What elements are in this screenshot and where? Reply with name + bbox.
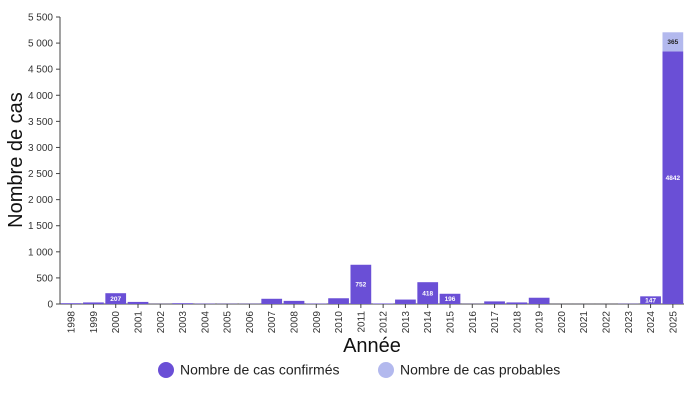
- bar-confirmed-2013[interactable]: [395, 300, 416, 304]
- legend: Nombre de cas confirmés Nombre de cas pro…: [158, 362, 560, 379]
- x-tick-label: 2020: [557, 311, 568, 334]
- bar-data-label: 196: [445, 296, 456, 303]
- legend-label-confirmed[interactable]: Nombre de cas confirmés: [180, 362, 340, 378]
- legend-label-probable[interactable]: Nombre de cas probables: [400, 362, 560, 378]
- bar-confirmed-2010[interactable]: [328, 298, 349, 304]
- y-axis-title: Nombre de cas: [5, 92, 27, 228]
- bar-data-labels: 207 752 418 196 147 4842 365: [110, 39, 680, 304]
- x-tick-label: 2012: [379, 311, 390, 334]
- y-tick-label: 2 000: [28, 195, 53, 206]
- x-tick-label: 2019: [535, 311, 546, 334]
- x-tick-label: 2022: [602, 311, 613, 334]
- bar-confirmed-2008[interactable]: [284, 301, 305, 304]
- x-axis: 1998 1999 2000 2001 2002 2003 2004 2005 2006 2007…: [60, 304, 684, 333]
- x-tick-label: 2001: [134, 311, 145, 334]
- legend-swatch-probable[interactable]: [378, 362, 394, 378]
- y-tick-label: 3 000: [28, 143, 53, 154]
- bar-data-label: 207: [110, 296, 121, 303]
- y-tick-label: 1 000: [28, 247, 53, 258]
- bar-confirmed-2017[interactable]: [484, 301, 505, 304]
- bar-data-label: 418: [422, 290, 433, 297]
- x-tick-label: 2017: [490, 311, 501, 334]
- x-tick-label: 1998: [67, 311, 78, 334]
- x-tick-label: 2003: [178, 311, 189, 334]
- x-tick-label: 2023: [624, 311, 635, 334]
- x-tick-label: 2015: [446, 311, 457, 334]
- y-tick-label: 5 500: [28, 13, 53, 24]
- x-tick-label: 1999: [89, 311, 100, 334]
- x-tick-label: 2000: [111, 311, 122, 334]
- bar-confirmed-2012[interactable]: [373, 303, 394, 304]
- y-tick-label: 4 000: [28, 91, 53, 102]
- y-tick-label: 2 500: [28, 169, 53, 180]
- legend-swatch-confirmed[interactable]: [158, 362, 174, 378]
- bar-data-label: 4842: [666, 175, 681, 182]
- bar-data-label: 147: [645, 297, 656, 304]
- bar-confirmed-2007[interactable]: [261, 299, 282, 304]
- x-axis-title: Année: [343, 335, 401, 357]
- x-tick-label: 2011: [356, 311, 367, 333]
- x-tick-label: 2014: [423, 311, 434, 334]
- y-tick-label: 4 500: [28, 65, 53, 76]
- bars: [61, 32, 683, 304]
- x-tick-label: 2006: [245, 311, 256, 334]
- x-tick-label: 2016: [468, 311, 479, 334]
- x-tick-label: 2021: [579, 311, 590, 334]
- x-tick-label: 2024: [646, 311, 657, 334]
- bar-confirmed-1999[interactable]: [83, 302, 104, 304]
- bar-confirmed-2001[interactable]: [128, 302, 149, 304]
- x-tick-label: 2005: [223, 311, 234, 334]
- x-tick-label: 2002: [156, 311, 167, 334]
- bar-data-label: 365: [667, 39, 678, 46]
- x-tick-label: 2004: [200, 311, 211, 334]
- y-tick-label: 500: [36, 273, 53, 284]
- y-axis: 0 500 1 000 1 500 2 000 2 500 3 000 3 500 4 000 4…: [28, 13, 60, 311]
- x-tick-label: 2018: [512, 311, 523, 334]
- bar-confirmed-2019[interactable]: [529, 298, 550, 304]
- x-tick-label: 2007: [267, 311, 278, 334]
- y-tick-label: 5 000: [28, 39, 53, 50]
- x-tick-label: 2008: [290, 311, 301, 334]
- y-tick-label: 3 500: [28, 117, 53, 128]
- y-tick-label: 1 500: [28, 221, 53, 232]
- x-tick-label: 2010: [334, 311, 345, 334]
- bar-data-label: 752: [355, 282, 366, 289]
- x-tick-label: 2025: [668, 311, 679, 334]
- bar-confirmed-1998[interactable]: [61, 303, 82, 304]
- x-tick-label: 2009: [312, 311, 323, 334]
- x-tick-label: 2013: [401, 311, 412, 334]
- bar-confirmed-2003[interactable]: [172, 303, 193, 304]
- y-tick-label: 0: [47, 300, 53, 311]
- bar-confirmed-2018[interactable]: [506, 302, 527, 304]
